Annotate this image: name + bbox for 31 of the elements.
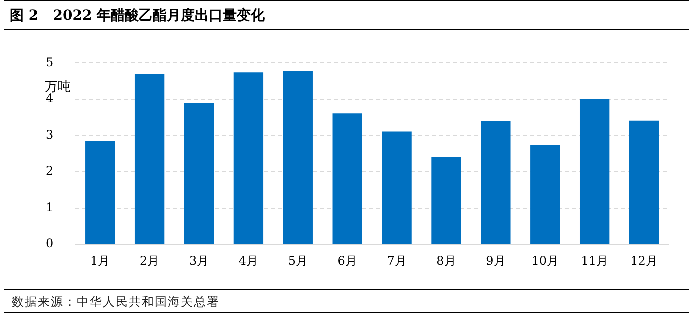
bar <box>629 120 660 244</box>
x-tick-label: 2月 <box>140 254 160 268</box>
x-tick-label: 1月 <box>90 254 110 268</box>
y-tick-label: 5 <box>46 55 54 70</box>
bar <box>283 72 313 244</box>
x-tick-label: 4月 <box>238 254 259 268</box>
y-tick-label: 1 <box>46 200 54 214</box>
y-tick-label: 0 <box>46 236 54 251</box>
bar <box>530 145 560 244</box>
bar <box>382 132 412 244</box>
bar <box>580 99 610 244</box>
x-tick-label: 6月 <box>338 254 358 268</box>
x-tick-label: 10月 <box>532 254 560 268</box>
bar <box>432 157 462 244</box>
source-note: 数据来源：中华人民共和国海关总署 <box>4 289 689 313</box>
x-tick-label: 5月 <box>288 254 308 268</box>
bar <box>234 72 264 244</box>
x-tick-label: 9月 <box>486 254 506 268</box>
y-tick-label: 2 <box>46 164 54 178</box>
chart-title: 图 2 2022 年醋酸乙酯月度出口量变化 <box>4 0 689 30</box>
x-tick-label: 12月 <box>630 254 658 268</box>
bar <box>134 74 165 244</box>
x-tick-label: 11月 <box>581 254 608 268</box>
bar <box>184 103 214 244</box>
bar <box>332 114 362 244</box>
x-tick-label: 3月 <box>189 254 210 268</box>
x-tick-label: 8月 <box>436 254 456 268</box>
bar <box>481 121 511 244</box>
bar <box>86 141 116 244</box>
x-tick-label: 7月 <box>387 254 407 268</box>
y-tick-label: 3 <box>46 128 54 142</box>
